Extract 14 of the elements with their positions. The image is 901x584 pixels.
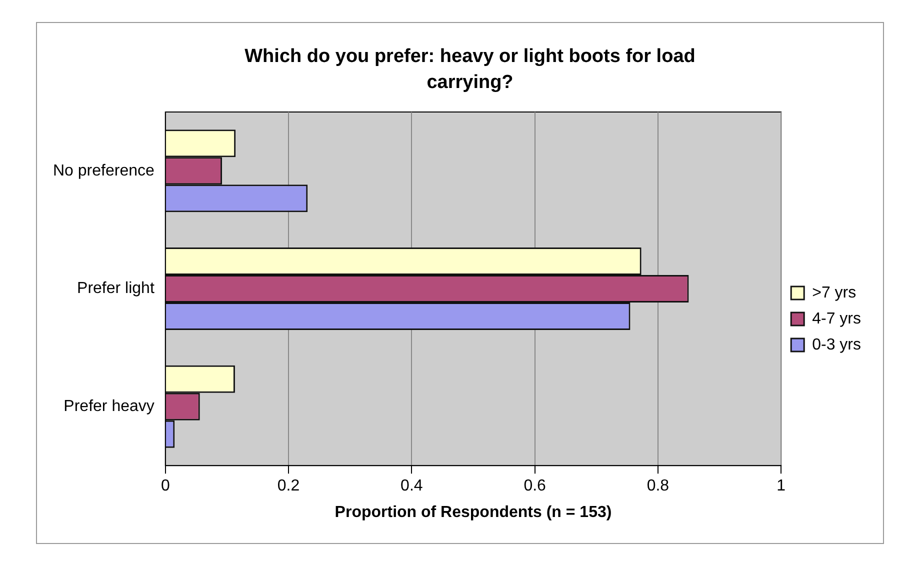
x-tick-label: 1 [776,478,786,495]
chart-title: Which do you prefer: heavy or light boots for load carrying? [244,45,696,95]
x-axis-title: Proportion of Respondents (n = 153) [334,504,612,521]
legend-label: >7 yrs [812,284,856,302]
legend-label: 4-7 yrs [812,310,862,328]
y-tick-label: No preference [53,162,154,180]
y-tick-label: Prefer heavy [64,398,154,416]
x-tick-label: 0.6 [524,478,546,495]
x-tick-label: 0.2 [277,478,300,495]
legend-label: 0-3 yrs [812,336,862,354]
x-tick-label: 0.4 [400,478,423,495]
x-tick-label: 0 [160,478,170,495]
y-tick-label: Prefer light [77,280,155,298]
x-tick-label: 0.8 [646,478,670,495]
